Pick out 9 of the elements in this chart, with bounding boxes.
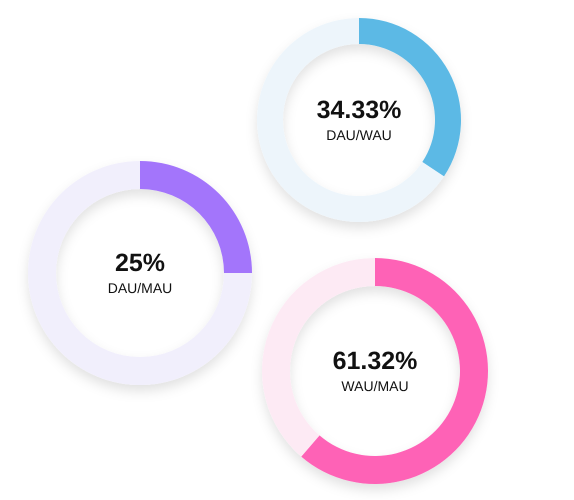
data-label: 34.33% bbox=[316, 96, 402, 124]
data-label: 25% bbox=[114, 249, 166, 277]
donut-slice bbox=[257, 18, 444, 222]
donut-slice bbox=[301, 258, 488, 484]
text: WAU/MAU bbox=[341, 378, 409, 394]
data-label: 61.32% bbox=[332, 347, 418, 375]
donut-slice bbox=[28, 161, 252, 385]
text: DAU/WAU bbox=[326, 127, 392, 143]
text: DAU/MAU bbox=[108, 280, 172, 296]
